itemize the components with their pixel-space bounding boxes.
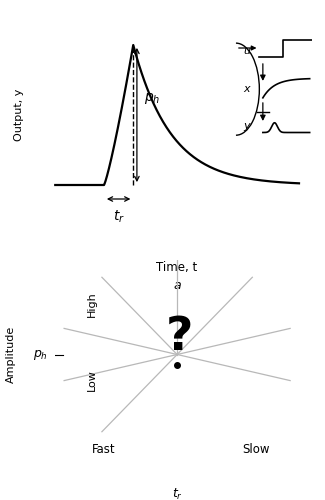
- Text: High: High: [87, 292, 97, 318]
- Text: $p_h$: $p_h$: [144, 92, 161, 106]
- Text: $u$: $u$: [243, 46, 252, 56]
- Text: Amplitude: Amplitude: [6, 326, 16, 383]
- Text: Time, t: Time, t: [157, 261, 198, 274]
- Text: Fast: Fast: [92, 442, 115, 456]
- Text: Output, y: Output, y: [14, 89, 24, 141]
- Text: Low: Low: [87, 369, 97, 391]
- Text: a: a: [173, 279, 181, 292]
- Text: Slow: Slow: [242, 442, 270, 456]
- Text: $t_r$: $t_r$: [172, 487, 183, 500]
- Text: $t_r$: $t_r$: [113, 209, 124, 226]
- Text: $p_h$: $p_h$: [33, 348, 48, 362]
- Text: ?: ?: [166, 315, 193, 360]
- Text: $x$: $x$: [243, 84, 252, 94]
- Text: $y$: $y$: [243, 121, 252, 133]
